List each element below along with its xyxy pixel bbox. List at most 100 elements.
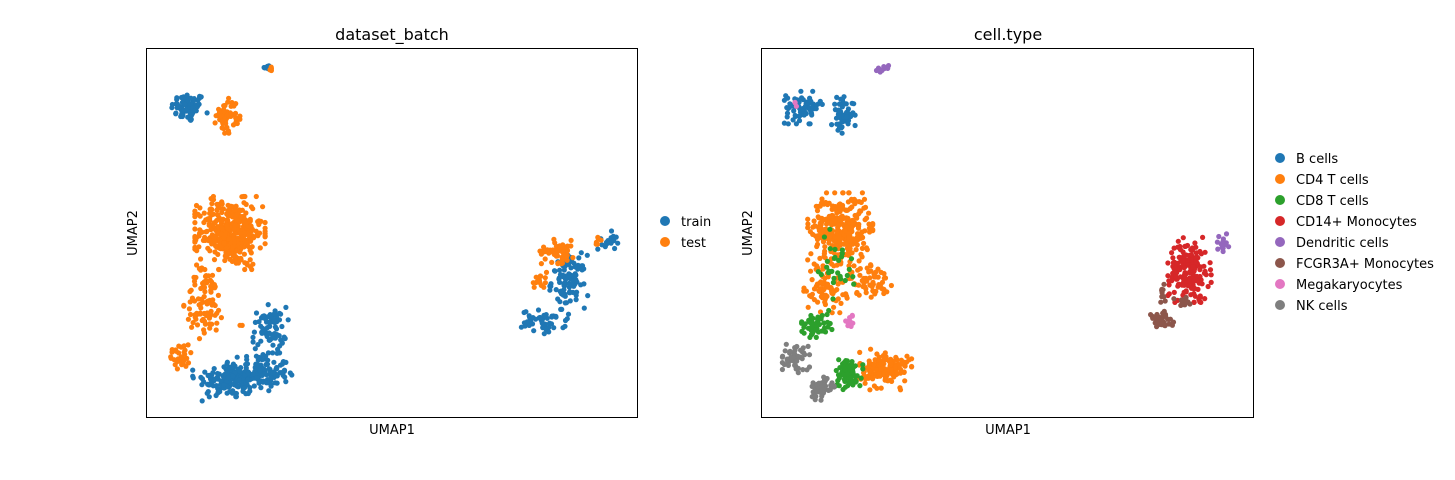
data-point [872,288,878,294]
data-point [271,331,278,337]
data-point [870,227,876,233]
data-point [805,304,811,310]
data-point [537,314,543,321]
data-point [245,370,251,376]
data-point [867,387,873,393]
data-point [783,341,789,347]
data-point [247,385,253,391]
data-point [215,251,221,257]
data-point [848,256,855,262]
data-point [853,378,859,384]
data-point [881,355,887,361]
data-point [557,267,563,273]
data-point [816,233,822,239]
data-point [784,357,790,363]
data-point [264,380,270,386]
data-point [214,217,220,224]
data-point [560,272,566,278]
data-point [224,390,230,396]
data-point [271,317,277,324]
data-point [181,302,187,308]
data-point [814,381,820,387]
data-point [826,240,832,246]
data-point [231,239,238,246]
data-point [854,234,860,240]
data-point [860,283,866,290]
data-point [814,243,820,250]
data-point [1192,240,1198,246]
data-point [245,243,251,249]
data-point [849,228,855,235]
data-point [896,362,903,368]
data-point [192,107,198,114]
data-point [543,269,550,275]
data-point [533,274,539,280]
data-point [843,101,849,107]
data-point [830,296,836,302]
data-point [862,228,868,234]
data-point [840,292,846,298]
data-point [198,94,204,100]
data-point [190,375,196,381]
data-point [881,290,887,297]
data-point [225,202,231,208]
data-point [225,374,231,381]
data-point [187,311,194,318]
data-point [551,325,557,331]
data-point [266,388,272,394]
data-point [840,190,846,196]
data-point [560,292,566,298]
data-point [822,296,828,302]
data-point [209,272,216,278]
data-point [585,293,591,299]
data-point [862,204,869,210]
data-point [781,120,788,126]
data-point [867,282,873,288]
data-point [807,121,813,127]
legend-marker [1275,258,1285,268]
data-point [252,346,258,352]
data-point [806,364,813,370]
data-point [262,241,268,247]
data-point [821,234,828,240]
data-point [265,357,271,363]
data-point [178,344,184,350]
data-point [568,237,574,243]
data-point [874,367,880,373]
data-point [881,370,887,376]
data-point [888,360,894,366]
data-point [279,323,285,330]
data-point [823,199,829,206]
data-point [240,234,246,240]
data-point [860,366,866,372]
data-point [851,281,857,287]
data-point [256,354,262,361]
data-point [830,279,837,286]
data-point [835,296,841,302]
data-point [283,379,289,385]
data-point [199,229,205,235]
data-point [861,275,867,281]
data-point [848,375,854,381]
data-point [818,397,824,403]
legend-marker [1275,174,1285,184]
data-point [558,288,564,294]
data-point [277,343,283,349]
data-point [811,261,817,267]
data-point [841,376,848,383]
data-point [211,366,217,372]
data-point [805,221,811,227]
legend-label: Dendritic cells [1296,236,1389,251]
data-point [192,298,198,304]
data-point [223,245,230,251]
data-point [211,257,218,263]
data-point [595,246,601,252]
panel-title: dataset_batch [335,25,449,45]
data-point [584,252,590,258]
data-point [257,245,263,251]
data-point [207,248,213,254]
data-point [810,330,816,336]
data-point [1182,302,1188,308]
data-point [878,269,884,275]
data-point [274,364,280,371]
